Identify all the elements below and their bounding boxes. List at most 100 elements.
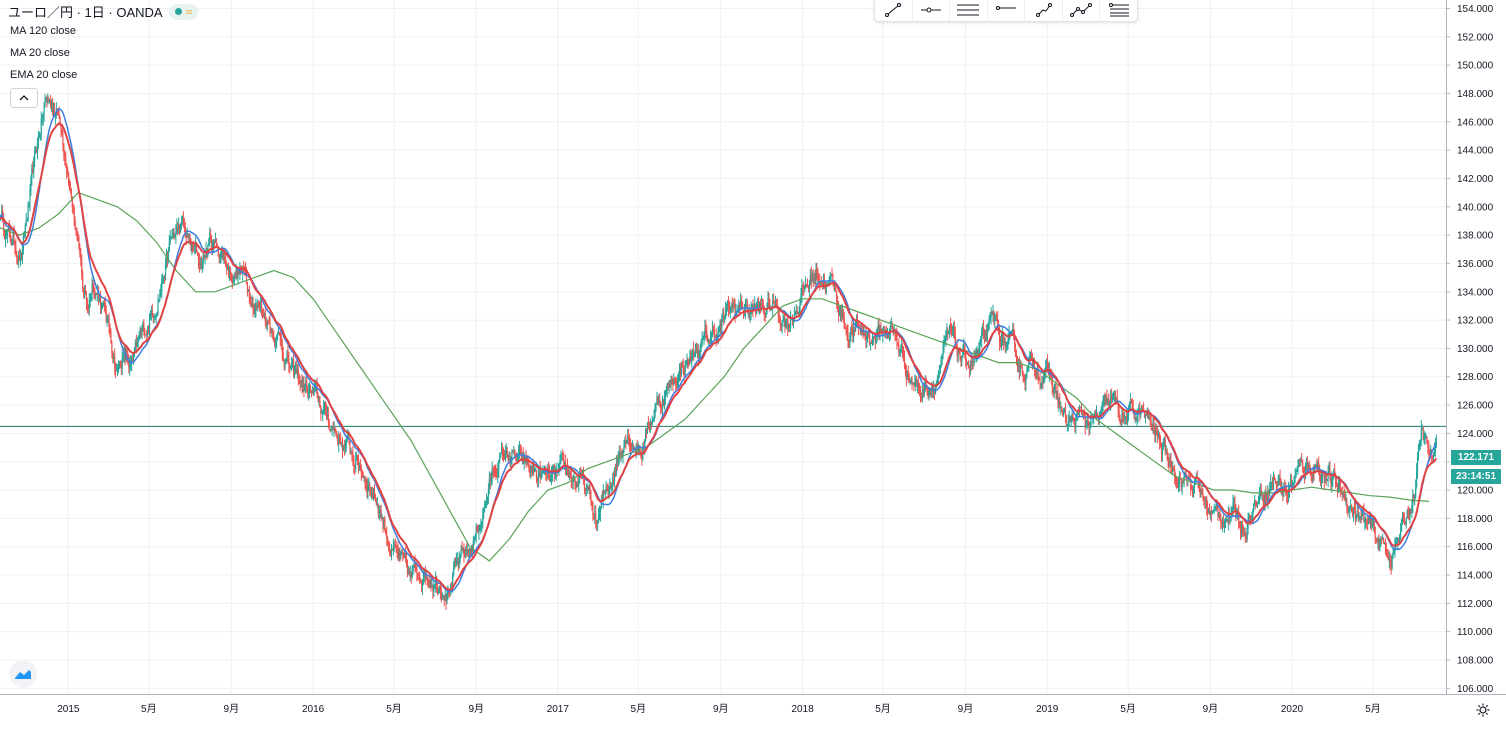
candle-body bbox=[1063, 412, 1064, 416]
candle-body bbox=[591, 501, 592, 503]
candle-body bbox=[277, 333, 278, 336]
y-tick-label: 134.000 bbox=[1457, 287, 1494, 298]
candle-body bbox=[706, 331, 707, 338]
candle-body bbox=[807, 285, 808, 287]
candle-body bbox=[60, 126, 61, 133]
candle-body bbox=[699, 357, 700, 358]
horizontal-ray-icon[interactable] bbox=[913, 0, 951, 21]
candle-body bbox=[1411, 506, 1412, 511]
candle-body bbox=[603, 492, 604, 500]
candle-body bbox=[1351, 505, 1352, 512]
x-tick-label: 9月 bbox=[1203, 703, 1219, 715]
path-icon[interactable] bbox=[1063, 0, 1101, 21]
candle-body bbox=[782, 321, 783, 326]
candle-body bbox=[1318, 463, 1319, 468]
candle-body bbox=[479, 527, 480, 531]
candle-body bbox=[360, 466, 361, 468]
candle-body bbox=[1428, 447, 1429, 455]
candle-body bbox=[573, 481, 574, 483]
candle-body bbox=[951, 329, 952, 333]
candle-body bbox=[839, 314, 840, 315]
candle-body bbox=[198, 254, 199, 261]
candle-body bbox=[892, 325, 893, 326]
candle-body bbox=[550, 478, 551, 481]
candle-body bbox=[43, 106, 44, 113]
candle-body bbox=[352, 454, 353, 459]
candle-body bbox=[80, 254, 81, 261]
candle-body bbox=[980, 339, 981, 342]
indicator-ema20-legend[interactable]: EMA 20 close bbox=[10, 69, 77, 81]
candle-body bbox=[1059, 401, 1060, 408]
candle-body bbox=[336, 434, 337, 436]
candle-body bbox=[1216, 506, 1217, 509]
market-status-badge[interactable]: ≈ bbox=[169, 4, 199, 20]
candle-body bbox=[999, 334, 1000, 343]
y-tick-label: 152.000 bbox=[1457, 32, 1494, 43]
candle-body bbox=[254, 310, 255, 311]
candle-body bbox=[1419, 441, 1420, 447]
candle-body bbox=[499, 457, 500, 460]
candle-body bbox=[78, 238, 79, 248]
symbol-header[interactable]: ユーロ／円 · 1日 · OANDA ≈ bbox=[8, 2, 198, 21]
trend-line-icon[interactable] bbox=[875, 0, 913, 21]
price-axis-panel[interactable] bbox=[1446, 0, 1506, 728]
candle-body bbox=[734, 304, 735, 306]
candle-body bbox=[137, 342, 138, 347]
candle-body bbox=[511, 451, 512, 457]
candle-body bbox=[50, 99, 51, 106]
candle-body bbox=[172, 236, 173, 237]
candle-body bbox=[897, 342, 898, 345]
indicator-ma120-legend[interactable]: MA 120 close bbox=[10, 25, 76, 37]
y-tick-label: 136.000 bbox=[1457, 259, 1494, 270]
candle-body bbox=[1129, 403, 1130, 408]
candle-body bbox=[276, 336, 277, 341]
candle-body bbox=[325, 402, 326, 409]
candle-body bbox=[1025, 376, 1026, 385]
candle-body bbox=[910, 380, 911, 381]
candle-body bbox=[44, 101, 45, 106]
candle-body bbox=[381, 510, 382, 518]
candle-body bbox=[1220, 519, 1221, 521]
symbol-title[interactable]: ユーロ／円 · 1日 · OANDA bbox=[8, 2, 163, 21]
candle-body bbox=[92, 284, 93, 287]
candle-body bbox=[520, 448, 521, 451]
candle-body bbox=[497, 470, 498, 477]
candle-body bbox=[911, 379, 912, 383]
candle-body bbox=[143, 324, 144, 332]
collapse-legend-button[interactable] bbox=[10, 88, 38, 108]
candle-body bbox=[261, 304, 262, 310]
settings-gear-icon[interactable] bbox=[1470, 698, 1496, 722]
candle-body bbox=[1309, 463, 1310, 470]
indicator-ma20-legend[interactable]: MA 20 close bbox=[10, 47, 70, 59]
candle-body bbox=[329, 423, 330, 429]
candle-body bbox=[76, 230, 77, 235]
candle-body bbox=[1361, 513, 1362, 517]
parallel-channel-icon[interactable] bbox=[950, 0, 988, 21]
candle-body bbox=[422, 584, 423, 586]
horizontal-line-icon[interactable] bbox=[988, 0, 1026, 21]
fib-levels-icon[interactable] bbox=[1100, 0, 1137, 21]
candle-body bbox=[1396, 542, 1397, 543]
candle-body bbox=[1265, 493, 1266, 498]
polyline-icon[interactable] bbox=[1025, 0, 1063, 21]
candle-body bbox=[987, 330, 988, 339]
y-tick-label: 138.000 bbox=[1457, 231, 1494, 242]
y-tick-label: 130.000 bbox=[1457, 344, 1494, 355]
tradingview-logo-icon[interactable] bbox=[9, 660, 37, 688]
candle-body bbox=[1275, 480, 1276, 483]
candle-body bbox=[152, 312, 153, 316]
candle-body bbox=[1150, 417, 1151, 421]
candle-body bbox=[1203, 497, 1204, 498]
candle-body bbox=[118, 368, 119, 369]
candle-body bbox=[1293, 483, 1294, 484]
candle-body bbox=[104, 301, 105, 303]
candle-body bbox=[123, 356, 124, 358]
y-tick-label: 116.000 bbox=[1457, 542, 1493, 553]
candle-body bbox=[776, 302, 777, 306]
candle-body bbox=[388, 544, 389, 549]
candle-body bbox=[1072, 413, 1073, 417]
candle-body bbox=[475, 537, 476, 538]
candle-body bbox=[1011, 330, 1012, 331]
